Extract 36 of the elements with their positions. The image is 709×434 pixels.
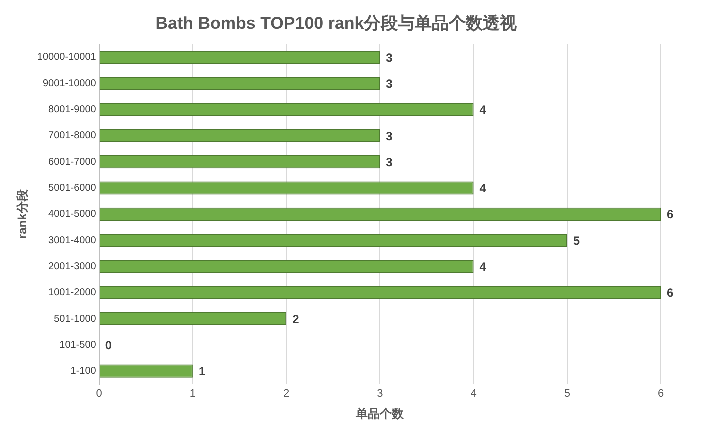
- y-tick-label: 501-1000: [54, 314, 97, 325]
- x-tick-label: 3: [377, 388, 384, 400]
- data-label: 6: [667, 286, 674, 300]
- x-tick-label: 4: [470, 388, 477, 400]
- chart-title: Bath Bombs TOP100 rank分段与单品个数透视: [156, 14, 518, 33]
- y-tick-label: 5001-6000: [48, 182, 97, 194]
- data-label: 3: [386, 155, 394, 170]
- x-tick-label: 6: [658, 388, 664, 400]
- data-label: 4: [480, 260, 487, 274]
- data-label: 3: [386, 129, 394, 144]
- x-tick-label: 2: [284, 388, 290, 400]
- x-tick-label: 1: [190, 388, 196, 400]
- y-tick-label: 7001-8000: [48, 130, 97, 142]
- y-tick-label: 2001-3000: [48, 261, 97, 272]
- y-tick-label: 9001-10000: [42, 78, 97, 90]
- y-tick-label: 10000-10001: [37, 52, 97, 64]
- y-tick-label: 3001-4000: [48, 235, 97, 246]
- y-axis-title: rank分段: [16, 188, 30, 240]
- data-label: 4: [480, 182, 487, 196]
- data-label: 2: [292, 312, 300, 326]
- y-tick-label: 8001-9000: [48, 104, 97, 116]
- data-label: 1: [198, 364, 206, 379]
- data-label: 6: [667, 208, 674, 222]
- data-label: 5: [573, 234, 580, 248]
- x-axis-title: 单品个数: [355, 407, 406, 422]
- y-tick-label: 1-100: [70, 366, 97, 378]
- x-tick-label: 0: [96, 388, 102, 400]
- data-label: 3: [386, 76, 394, 91]
- y-tick-label: 1001-2000: [48, 288, 97, 299]
- data-label: 3: [386, 50, 394, 65]
- data-label: 0: [105, 338, 112, 352]
- y-tick-label: 6001-7000: [48, 156, 97, 168]
- data-label: 4: [480, 103, 487, 118]
- y-tick-label: 101-500: [60, 340, 97, 351]
- y-tick-label: 4001-5000: [48, 209, 97, 220]
- x-tick-label: 5: [564, 388, 570, 400]
